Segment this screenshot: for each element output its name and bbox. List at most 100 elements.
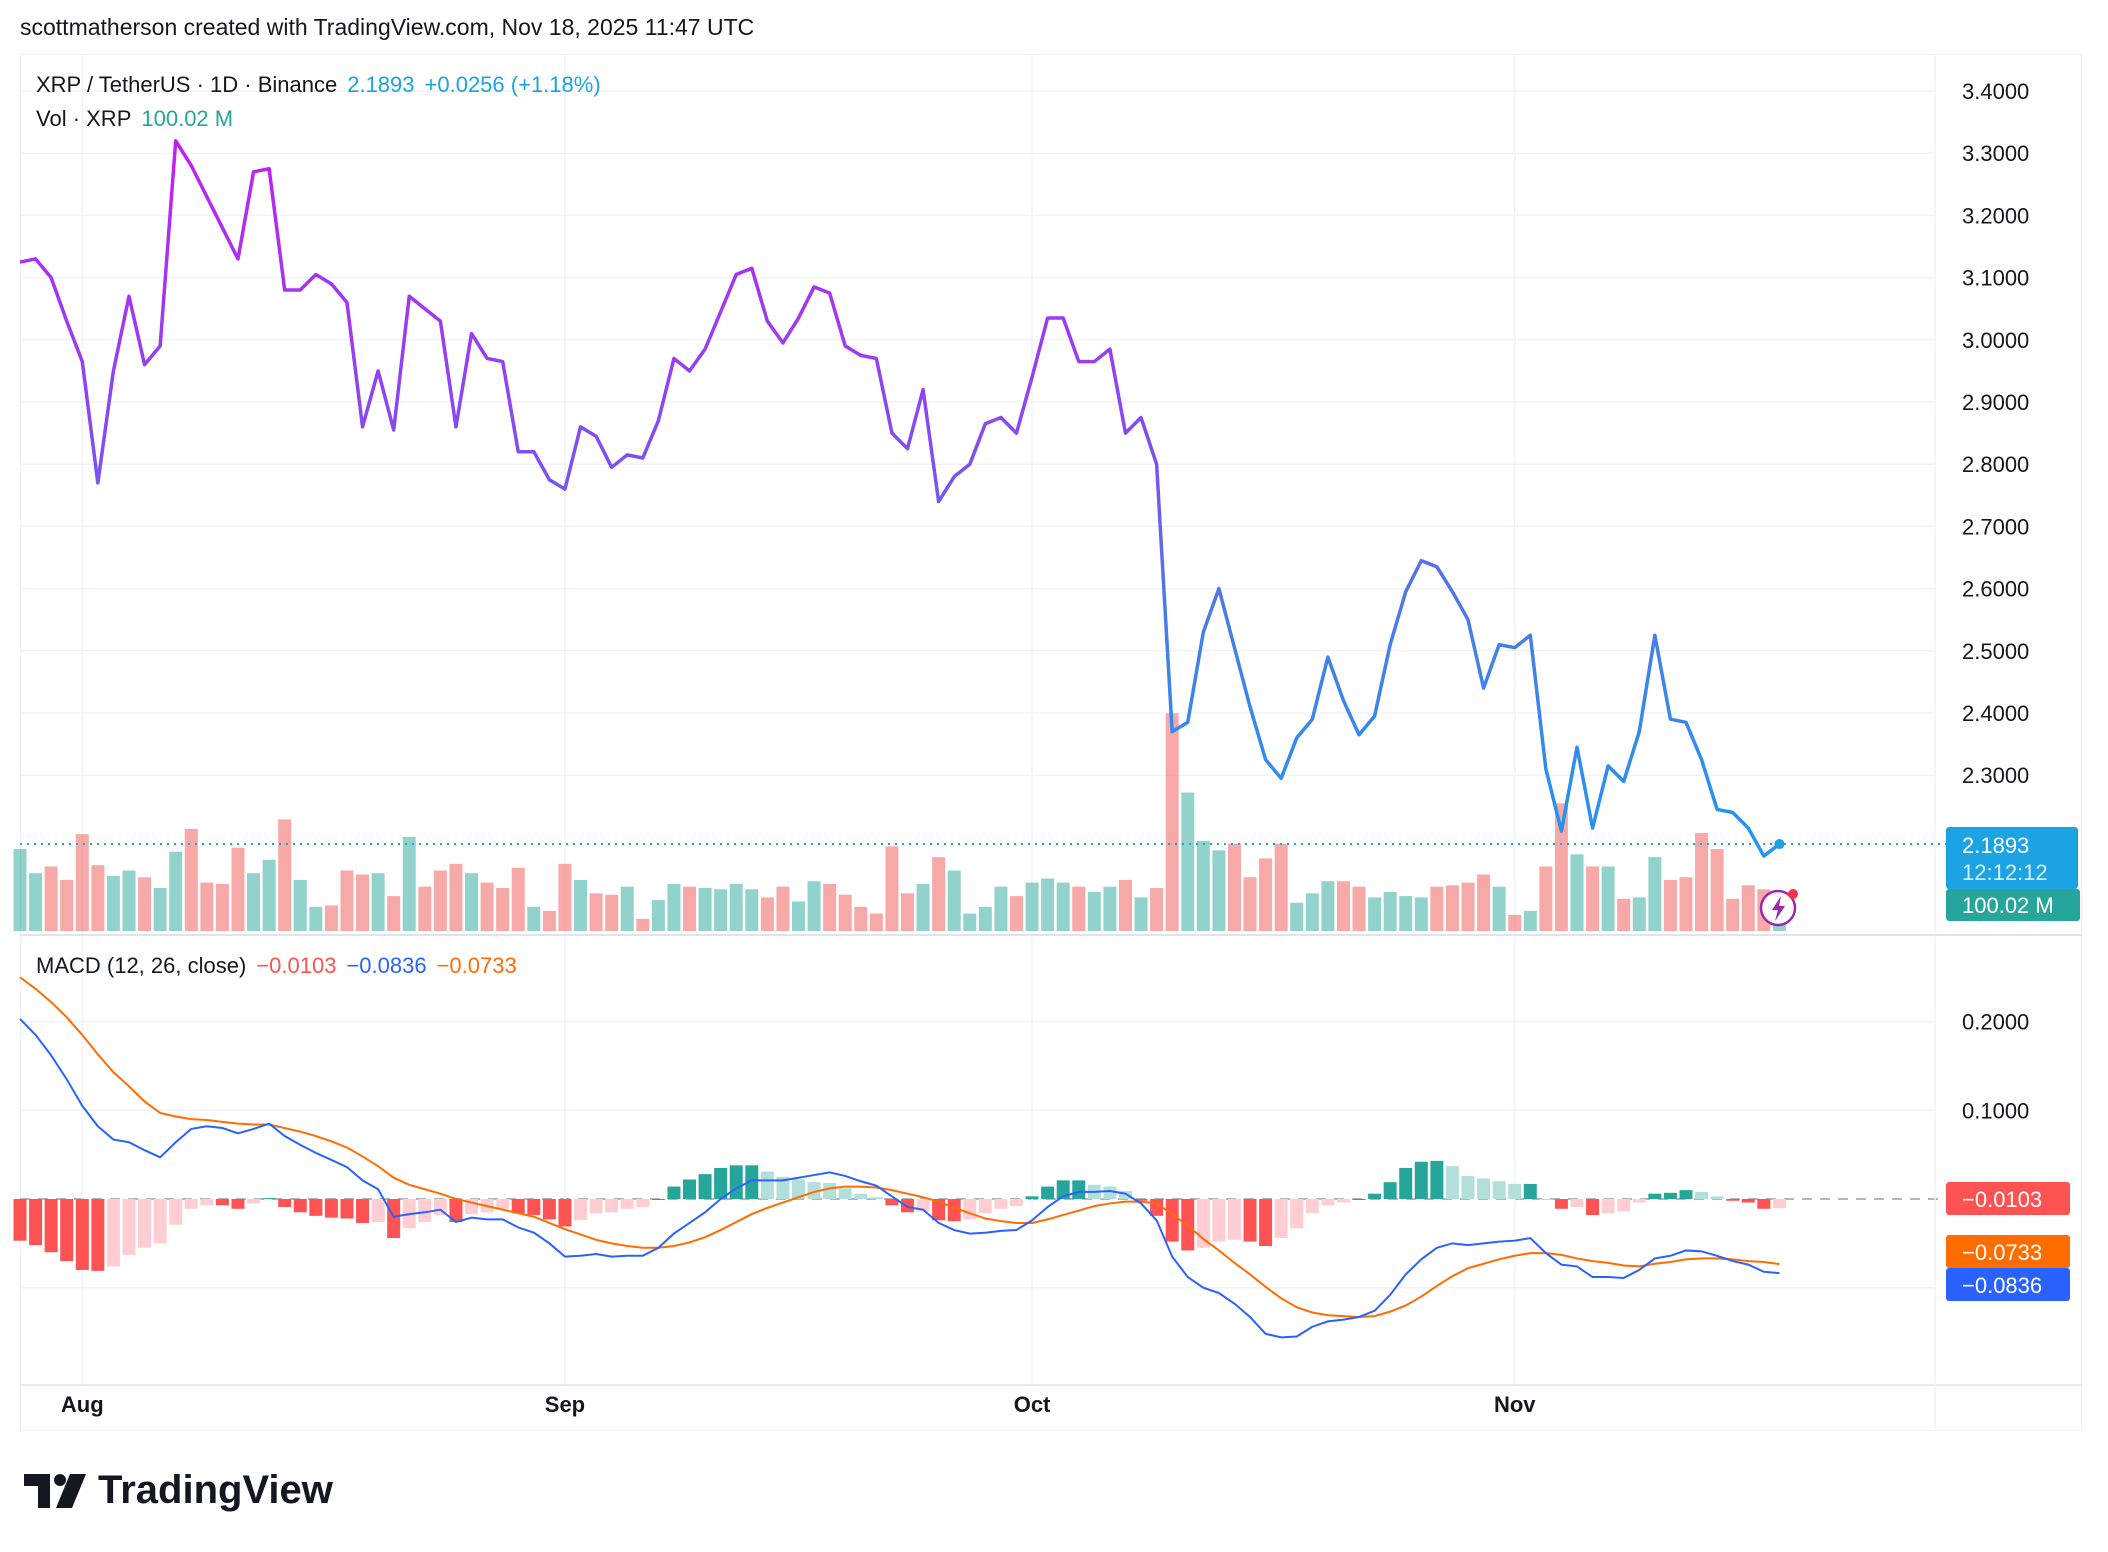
- macd-histogram-bar: [1118, 1191, 1132, 1199]
- volume-bar: [823, 883, 837, 931]
- symbol-legend[interactable]: XRP / TetherUS · 1D · Binance 2.1893 +0.02…: [36, 72, 611, 98]
- price-tick-label: 2.4000: [1962, 701, 2029, 726]
- macd-histogram-bar: [1679, 1190, 1693, 1199]
- macd-legend[interactable]: MACD (12, 26, close) −0.0103 −0.0836 −0.073…: [36, 953, 527, 979]
- volume-bar: [91, 865, 105, 931]
- axes: 3.4000 3.3000 3.2000 3.1000 3.0000 2.9000 2.80…: [61, 79, 2029, 1417]
- last-price-dot: [1774, 839, 1785, 850]
- macd-histogram-bar: [1477, 1178, 1491, 1199]
- macd-tick-label: 0.1000: [1962, 1098, 2029, 1123]
- volume-bar: [1492, 886, 1506, 931]
- macd-histogram-bar: [1196, 1199, 1210, 1248]
- volume-bar: [729, 883, 743, 931]
- symbol-title: XRP / TetherUS · 1D · Binance: [36, 72, 338, 97]
- volume-bar: [356, 874, 370, 931]
- volume-axis-label: 100.02 M: [1962, 893, 2054, 918]
- volume-bar: [916, 883, 930, 931]
- volume-bar: [1695, 832, 1709, 931]
- volume-bar: [231, 847, 245, 931]
- macd-histogram-bar: [947, 1199, 961, 1222]
- macd-signal-label-bg: [1946, 1235, 2070, 1268]
- macd-histogram-bar: [1243, 1199, 1257, 1242]
- volume-bar: [1087, 892, 1101, 931]
- lightning-icon[interactable]: [1759, 889, 1798, 927]
- macd-histogram-bar: [1539, 1199, 1553, 1200]
- macd-histogram-bar: [1617, 1199, 1631, 1212]
- macd-histogram-bar: [1430, 1160, 1444, 1199]
- volume-bar: [1430, 886, 1444, 931]
- last-price-label-bg: [1946, 827, 2078, 889]
- x-tick-label: Aug: [61, 1392, 104, 1417]
- macd-histogram-bar: [698, 1174, 712, 1199]
- price-tick-label: 2.7000: [1962, 514, 2029, 539]
- volume-legend[interactable]: Vol · XRP 100.02 M: [36, 106, 243, 132]
- tradingview-logo-icon: [24, 1473, 86, 1508]
- volume-bar: [1726, 898, 1740, 931]
- macd-histogram-bar: [340, 1199, 354, 1219]
- volume-bar: [776, 886, 790, 931]
- volume-bar: [1601, 866, 1615, 931]
- price-series: [19, 139, 1946, 858]
- macd-histogram-bar: [1352, 1199, 1366, 1200]
- volume-bar: [1570, 854, 1584, 931]
- volume-bar: [449, 863, 463, 931]
- macd-histogram-bar: [44, 1199, 58, 1253]
- macd-histogram-bar: [729, 1165, 743, 1199]
- volume-bar: [1227, 843, 1241, 931]
- macd-histogram-bar: [122, 1199, 136, 1255]
- macd-histogram-bar: [1134, 1199, 1148, 1201]
- macd-histogram-bar: [106, 1199, 120, 1267]
- x-tick-label: Nov: [1494, 1392, 1536, 1417]
- macd-histogram-bar: [1212, 1199, 1226, 1242]
- volume-bar: [620, 886, 634, 931]
- price-tick-label: 2.5000: [1962, 639, 2029, 664]
- volume-bar: [1461, 882, 1475, 931]
- macd-histogram-bar: [1399, 1167, 1413, 1199]
- macd-histogram-bar: [60, 1199, 74, 1262]
- macd-histogram-bar: [885, 1199, 899, 1206]
- macd-histogram-bar: [324, 1199, 338, 1218]
- macd-histogram-bar: [1586, 1199, 1600, 1215]
- price-tick-label: 3.2000: [1962, 203, 2029, 228]
- volume-bar: [667, 883, 681, 931]
- macd-histogram-bar: [13, 1199, 27, 1241]
- volume-bar: [1399, 896, 1413, 931]
- volume-bar: [1414, 897, 1428, 931]
- volume-bar: [574, 879, 588, 931]
- volume-bar: [1134, 897, 1148, 931]
- last-price-label: 2.1893: [1962, 833, 2029, 858]
- macd-histogram-bar: [1695, 1191, 1709, 1199]
- macd-histogram-bar: [1632, 1199, 1646, 1203]
- grid-lines: [20, 54, 2082, 1431]
- logo-text: TradingView: [98, 1468, 333, 1512]
- macd-histogram-bar: [651, 1199, 665, 1200]
- volume-bar: [1290, 902, 1304, 931]
- macd-histogram-bar: [1056, 1180, 1070, 1199]
- macd-histogram-bar: [1072, 1180, 1086, 1199]
- volume-bar: [324, 905, 338, 931]
- macd-histogram-bar: [1492, 1181, 1506, 1199]
- volume-bar: [262, 859, 276, 931]
- volume-bar: [792, 901, 805, 931]
- macd-histogram-bar: [1305, 1199, 1319, 1214]
- tradingview-logo[interactable]: TradingView: [24, 1468, 333, 1513]
- macd-histogram-bar: [169, 1199, 183, 1225]
- macd-histogram-bar: [371, 1199, 385, 1223]
- volume-bar: [1103, 886, 1117, 931]
- macd-histogram-bar: [1259, 1199, 1273, 1247]
- macd-histogram-bar: [714, 1167, 728, 1199]
- macd-histogram-bar: [542, 1199, 556, 1220]
- macd-histogram-bar: [1336, 1199, 1350, 1203]
- volume-bar: [1336, 881, 1350, 931]
- price-tick-label: 2.6000: [1962, 577, 2029, 602]
- macd-hist-value: −0.0103: [256, 953, 337, 978]
- macd-hist-label-bg: [1946, 1182, 2070, 1215]
- x-tick-label: Oct: [1014, 1392, 1051, 1417]
- volume-bar: [371, 873, 385, 931]
- price-line: [19, 139, 1781, 858]
- volume-bar: [1383, 892, 1397, 931]
- macd-histogram-bar: [1772, 1199, 1786, 1209]
- macd-histogram-bar: [1648, 1193, 1662, 1199]
- volume-bar: [153, 887, 167, 931]
